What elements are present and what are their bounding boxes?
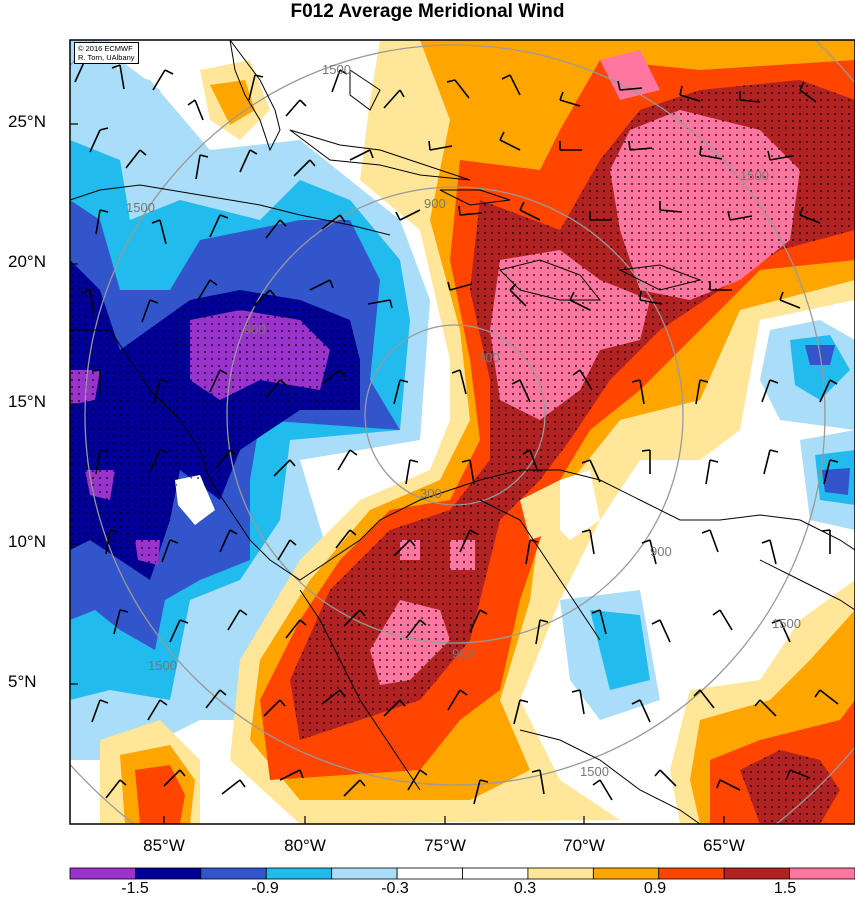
ring-label: 1500 [148,658,177,673]
lon-label: 75°W [424,836,466,855]
colorbar-label: -0.9 [251,880,279,897]
colorbar-segment [527,867,594,880]
ring-label: 900 [452,646,474,661]
ring-label: 1500 [580,764,609,779]
ring-label: 900 [650,544,672,559]
map-title: F012 Average Meridional Wind [290,1,565,22]
colorbar [69,867,855,880]
colorbar-label: 0.3 [513,880,537,897]
map-frame [69,39,855,825]
ring-label: 1500 [740,168,769,183]
author-line: R. Torn, UAlbany [78,53,135,62]
colorbar-segment [723,867,790,880]
colorbar-segment [592,867,660,880]
colorbar-segment [462,867,529,880]
colorbar-label: 0.9 [643,880,667,897]
significance-stipple [70,80,855,824]
ring-label: 900 [244,322,266,337]
lon-label: 85°W [143,836,185,855]
colorbar-label: -0.3 [381,880,409,897]
lat-label: 5°N [8,672,37,691]
lon-label: 80°W [284,836,326,855]
colorbar-segment [69,867,136,880]
lat-label: 25°N [8,112,46,131]
colorbar-segment [331,867,398,880]
lat-label: 20°N [8,252,46,271]
colorbar-segment [789,867,855,880]
ring-label: 900 [424,196,446,211]
ring-label: 1500 [322,62,351,77]
lon-label: 65°W [703,836,745,855]
ring-label: 1500 [772,616,801,631]
copyright-box: © 2016 ECMWF R. Torn, UAlbany [74,42,139,64]
colorbar-segment [265,867,333,880]
wind-barbs [74,56,839,805]
colorbar-segment [396,867,463,880]
ring-label: 1500 [126,200,155,215]
lat-label: 10°N [8,532,46,551]
colorbar-segment [658,867,725,880]
ring-label: 300 [478,350,500,365]
lat-label: 15°N [8,392,46,411]
colorbar-segment [135,867,202,880]
colorbar-label: 1.5 [773,880,797,897]
colorbar-segment [200,867,267,880]
ring-label: 300 [420,486,442,501]
copyright-line: © 2016 ECMWF [78,44,133,53]
lon-label: 70°W [563,836,605,855]
colorbar-label: -1.5 [121,880,149,897]
coastlines [70,40,855,824]
axis-ticks [70,123,725,824]
